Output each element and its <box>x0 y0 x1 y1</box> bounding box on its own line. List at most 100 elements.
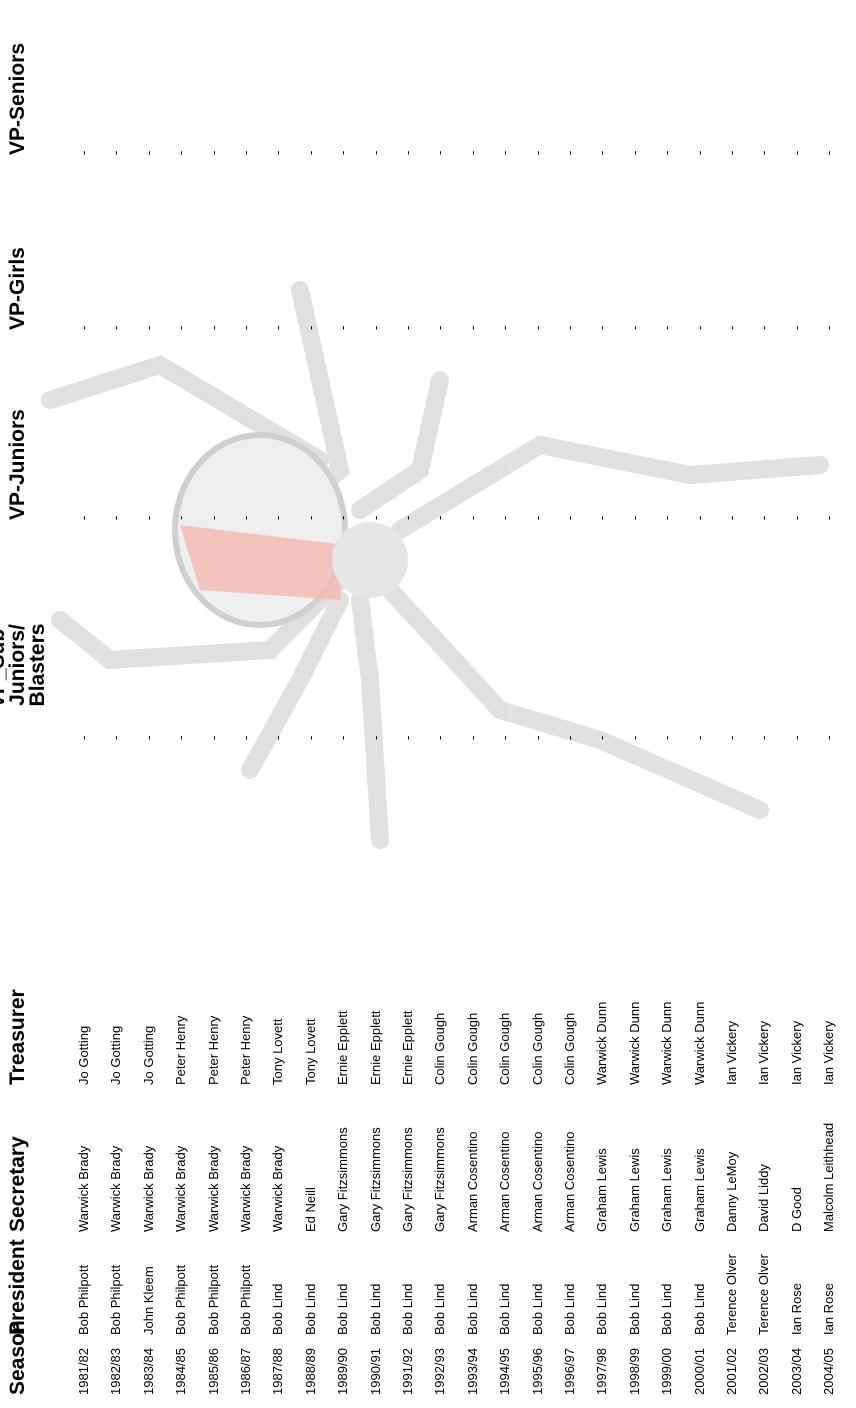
column-header: VP-Girls <box>6 247 29 330</box>
table-cell: Warwick Dunn <box>659 1001 675 1085</box>
table-cell: - <box>238 325 253 330</box>
table-cell: - <box>464 325 480 330</box>
table-cell: - <box>562 150 577 155</box>
table-cell: 2004/05 <box>821 1348 837 1395</box>
table-cell: Arman Cosentino <box>464 1131 480 1232</box>
table-cell: - <box>659 735 675 740</box>
table-cell: 1981/82 <box>76 1348 91 1395</box>
table-cell: 1998/99 <box>626 1348 642 1395</box>
table-cell: - <box>626 735 642 740</box>
table-cell: Bob Lind <box>659 1283 675 1335</box>
table-cell: Bob Lind <box>626 1283 642 1335</box>
table-cell: - <box>400 515 415 520</box>
table-cell: - <box>821 150 837 155</box>
table-cell: Ian Vickery <box>724 1020 739 1085</box>
table-cell: - <box>594 515 610 520</box>
table-cell: Bob Lind <box>562 1283 577 1335</box>
table-cell: Ernie Epplett <box>335 1010 351 1085</box>
table-cell: Warwick Dunn <box>626 1001 642 1085</box>
table-cell: - <box>238 515 253 520</box>
table-cell: 1983/84 <box>140 1348 156 1395</box>
column-header: VP-Seniors <box>6 42 29 155</box>
table-cell: - <box>140 325 156 330</box>
table-cell: - <box>140 735 156 740</box>
table-cell: 1986/87 <box>238 1348 253 1395</box>
table-cell: Bob Lind <box>400 1283 415 1335</box>
table-cell: - <box>335 150 351 155</box>
table-cell: - <box>108 735 124 740</box>
table-cell: - <box>788 150 804 155</box>
table-cell: Bob Lind <box>270 1283 286 1335</box>
table-cell: - <box>691 735 707 740</box>
table-cell: - <box>76 735 91 740</box>
table-cell: - <box>464 515 480 520</box>
table-cell: Arman Cosentino <box>529 1131 545 1232</box>
table-cell: - <box>76 325 91 330</box>
table-cell: Graham Lewis <box>691 1148 707 1232</box>
table-cell: - <box>400 325 415 330</box>
table-cell: Bob Philpott <box>238 1264 253 1335</box>
table-cell: - <box>562 735 577 740</box>
table-cell: Warwick Brady <box>173 1145 189 1232</box>
table-cell: - <box>497 150 513 155</box>
table-cell: - <box>205 735 221 740</box>
table-cell: - <box>76 150 91 155</box>
table-cell: - <box>497 515 513 520</box>
table-cell: Warwick Brady <box>270 1145 286 1232</box>
table-cell: D Good <box>788 1187 804 1232</box>
table-cell: - <box>173 515 189 520</box>
table-cell: Bob Lind <box>432 1283 448 1335</box>
table-cell: Gary Fitzsimmons <box>432 1127 448 1232</box>
table-cell: - <box>173 735 189 740</box>
table-cell: Bob Lind <box>497 1283 513 1335</box>
table-cell: - <box>724 325 739 330</box>
table-cell: Tony Lovett <box>302 1018 318 1086</box>
table-cell: - <box>140 515 156 520</box>
table-cell: Gary Fitzsimmons <box>400 1127 415 1232</box>
table-cell: Graham Lewis <box>626 1148 642 1232</box>
table-cell: - <box>432 735 448 740</box>
column-header: VP-Juniors <box>6 409 29 520</box>
table-cell: Gary Fitzsimmons <box>335 1127 351 1232</box>
table-cell: - <box>367 515 383 520</box>
table-cell: - <box>108 515 124 520</box>
table-cell: - <box>691 150 707 155</box>
table-cell: Warwick Brady <box>140 1145 156 1232</box>
table-cell: Bob Lind <box>594 1283 610 1335</box>
table-cell: - <box>432 150 448 155</box>
table-cell: - <box>562 515 577 520</box>
table-cell: 1997/98 <box>594 1348 610 1395</box>
table-cell: - <box>821 735 837 740</box>
table-cell: - <box>756 735 772 740</box>
table-cell: Ernie Epplett <box>367 1010 383 1085</box>
table-cell: Graham Lewis <box>594 1148 610 1232</box>
table-cell: Warwick Brady <box>238 1145 253 1232</box>
table-cell: - <box>756 150 772 155</box>
table-cell: Colin Gough <box>562 1012 577 1085</box>
table-cell: - <box>302 325 318 330</box>
table-cell: - <box>788 735 804 740</box>
table-cell: - <box>529 325 545 330</box>
table-cell: Arman Cosentino <box>562 1131 577 1232</box>
table-cell: - <box>464 150 480 155</box>
table-cell: - <box>626 150 642 155</box>
table-cell: 1985/86 <box>205 1348 221 1395</box>
table-cell: - <box>270 515 286 520</box>
table-cell: 1993/94 <box>464 1348 480 1395</box>
table-cell: 1988/89 <box>302 1348 318 1395</box>
table-cell: - <box>335 515 351 520</box>
table-cell: Ian Vickery <box>821 1020 837 1085</box>
table-cell: 1982/83 <box>108 1348 124 1395</box>
table-cell: - <box>529 735 545 740</box>
table-cell: - <box>205 150 221 155</box>
table-cell: Bob Philpott <box>76 1264 91 1335</box>
table-cell: 2000/01 <box>691 1348 707 1395</box>
table-cell: - <box>400 735 415 740</box>
table-cell: Ed Neill <box>302 1187 318 1232</box>
table-cell: Bob Lind <box>464 1283 480 1335</box>
table-cell: Bob Philpott <box>108 1264 124 1335</box>
table-cell: - <box>173 325 189 330</box>
table-cell: Warwick Dunn <box>691 1001 707 1085</box>
table-cell: Warwick Dunn <box>594 1001 610 1085</box>
